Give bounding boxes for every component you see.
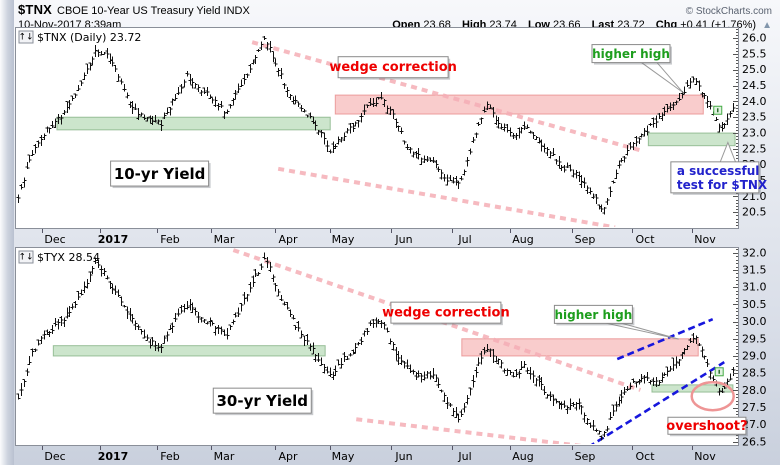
overshoot-ellipse bbox=[690, 380, 735, 412]
up-arrow-icon: ▲ bbox=[762, 20, 772, 31]
month-label: Aug bbox=[512, 233, 533, 246]
month-label: Oct bbox=[635, 450, 655, 463]
left-margin-strip bbox=[0, 0, 14, 465]
symbol-name: CBOE 10-Year US Treasury Yield INDX bbox=[57, 5, 250, 17]
month-label: Dec bbox=[44, 450, 65, 463]
successful-test-label-text: a successful test for $TNX bbox=[677, 164, 768, 192]
month-label: Feb bbox=[160, 450, 179, 463]
support-zone bbox=[56, 116, 331, 131]
y-axis-label: 26.5 bbox=[742, 435, 767, 447]
y-axis-label: 23.0 bbox=[742, 127, 767, 140]
inner-symbol-label: $TYX 28.54 bbox=[37, 251, 100, 264]
y-axis-label: 24.0 bbox=[742, 95, 767, 108]
y-axis-label: 31.5 bbox=[742, 264, 767, 277]
month-label: Nov bbox=[694, 233, 716, 246]
panel-title-label bbox=[110, 160, 210, 187]
month-axis-upper: Dec 2017 Feb Mar Apr May Jun Jul Aug Sep Oct Nov bbox=[42, 229, 716, 246]
y-axis-label: 32.0 bbox=[742, 247, 767, 259]
updown-arrows-icon bbox=[18, 250, 34, 264]
higher-high-label-text: higher high bbox=[554, 308, 632, 322]
y-axis-label: 25.0 bbox=[742, 63, 767, 76]
y-axis-label: 29.0 bbox=[742, 349, 767, 362]
updown-arrows-glyph: ↑↓ bbox=[18, 33, 33, 43]
chart-header: $TNX CBOE 10-Year US Treasury Yield INDX … bbox=[14, 0, 776, 31]
test-zone bbox=[647, 132, 736, 147]
overshoot-label-text: overshoot? bbox=[666, 419, 747, 434]
updown-arrows-glyph: ↑↓ bbox=[18, 253, 33, 263]
higher-high-label bbox=[591, 44, 671, 64]
wedge-correction-label-text: wedge correction bbox=[329, 60, 457, 75]
panel-title-label-text: 10-yr Yield bbox=[114, 165, 206, 183]
month-label: Sep bbox=[575, 233, 596, 246]
wedge-correction-label bbox=[390, 301, 502, 324]
month-label: Feb bbox=[160, 233, 179, 246]
tnx-10yr-chart: 26.025.525.024.524.023.523.022.522.021.5… bbox=[15, 27, 768, 229]
y-axis-label: 25.5 bbox=[742, 47, 767, 60]
y-axis-label: 23.5 bbox=[742, 111, 767, 124]
month-label: May bbox=[332, 450, 355, 463]
price-bars bbox=[16, 36, 736, 215]
y-axis-label: 28.0 bbox=[742, 384, 767, 397]
y-axis: 26.025.525.024.524.023.523.022.522.021.5… bbox=[733, 29, 767, 226]
channel-upper-line bbox=[616, 317, 714, 361]
plot-content bbox=[16, 36, 736, 227]
y-axis-label: 22.5 bbox=[742, 142, 767, 155]
month-label: 2017 bbox=[98, 233, 129, 246]
wedge-upper-line bbox=[251, 40, 643, 153]
inner-symbol-label: $TNX (Daily) 23.72 bbox=[37, 31, 141, 44]
y-axis-label: 28.5 bbox=[742, 367, 767, 380]
y-axis-label: 29.5 bbox=[742, 332, 767, 345]
month-label: Apr bbox=[278, 233, 298, 246]
month-label: Dec bbox=[44, 233, 65, 246]
wedge-correction-label bbox=[337, 56, 449, 79]
y-axis: 32.0 31.5 31.0 30.5 30.0 29.5 29.0 28.5 28.0 27.5… bbox=[733, 247, 767, 447]
updown-arrows-icon bbox=[18, 30, 34, 44]
month-label: Jul bbox=[457, 233, 471, 246]
y-axis-label: 27.5 bbox=[742, 401, 767, 414]
y-axis-label: 31.0 bbox=[742, 281, 767, 294]
month-label: Mar bbox=[214, 450, 235, 463]
symbol-title: $TNX bbox=[18, 2, 53, 17]
wedge-correction-label-text: wedge correction bbox=[382, 306, 510, 321]
y-axis-label: 20.5 bbox=[742, 206, 767, 219]
plot-content bbox=[16, 248, 736, 444]
higher-high-label-text: higher high bbox=[592, 47, 670, 61]
panel-title-label bbox=[212, 387, 312, 414]
month-label: Jun bbox=[394, 450, 412, 463]
y-axis-label: 26.0 bbox=[742, 32, 767, 45]
y-axis-label: 24.5 bbox=[742, 79, 767, 92]
panel-title-label-text: 30-yr Yield bbox=[216, 392, 308, 410]
title: $TNX CBOE 10-Year US Treasury Yield INDX bbox=[18, 1, 250, 19]
month-label: Jun bbox=[394, 233, 412, 246]
month-label: Aug bbox=[512, 450, 533, 463]
wedge-upper-line bbox=[232, 248, 642, 392]
resistance-zone bbox=[334, 94, 704, 115]
price-bars bbox=[16, 252, 736, 441]
support-zone bbox=[52, 345, 326, 357]
y-axis-label: 30.0 bbox=[742, 315, 767, 328]
month-axis-lower: Dec 2017 Feb Mar Apr May Jun Jul Aug Sep Oct Nov bbox=[42, 446, 716, 463]
month-label: Apr bbox=[278, 450, 298, 463]
month-label: Jul bbox=[457, 450, 471, 463]
month-label: Nov bbox=[694, 450, 716, 463]
wedge-lower-line bbox=[277, 166, 616, 227]
month-label: 2017 bbox=[98, 450, 129, 463]
y-axis-label: 30.5 bbox=[742, 298, 767, 311]
higher-high-label bbox=[553, 304, 633, 324]
channel-lower-line bbox=[590, 361, 725, 444]
successful-test-label bbox=[670, 161, 760, 194]
month-label: Oct bbox=[635, 233, 655, 246]
month-label: Sep bbox=[575, 450, 596, 463]
month-label: May bbox=[332, 233, 355, 246]
copyright: © StockCharts.com bbox=[685, 6, 772, 17]
overshoot-label bbox=[667, 416, 747, 435]
month-label: Mar bbox=[214, 233, 235, 246]
resistance-zone bbox=[461, 338, 699, 357]
tyx-30yr-chart: 32.0 31.5 31.0 30.5 30.0 29.5 29.0 28.5 28.0 27.5… bbox=[15, 247, 767, 447]
y-axis-label: 27.0 bbox=[742, 418, 767, 431]
